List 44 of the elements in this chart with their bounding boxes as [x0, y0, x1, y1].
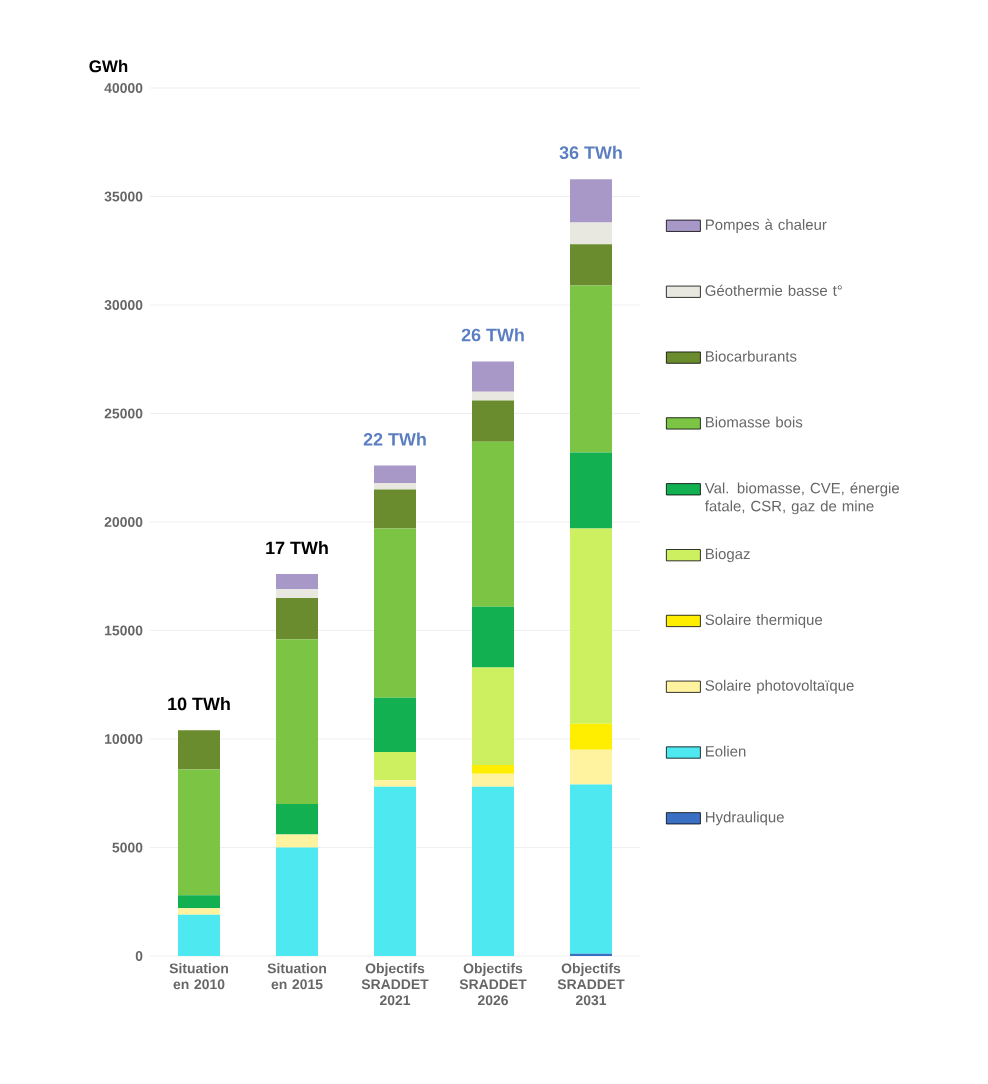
bar — [472, 786, 515, 956]
annotation: 17 TWh — [266, 541, 328, 555]
bar — [178, 730, 220, 770]
annotation: 10 TWh — [168, 697, 230, 711]
annotation: 36 TWh — [559, 145, 622, 160]
bar — [276, 834, 318, 848]
bar — [472, 391, 515, 401]
bar — [276, 639, 318, 805]
bar — [276, 589, 318, 598]
bar — [570, 179, 613, 223]
bar — [570, 285, 613, 453]
y-axis-title: GWh — [89, 59, 128, 73]
bar — [178, 895, 220, 909]
bar — [178, 908, 220, 915]
bar — [570, 244, 613, 286]
bar — [472, 667, 515, 766]
bar — [570, 222, 613, 245]
bar — [570, 528, 613, 724]
bar — [374, 786, 416, 956]
bar — [570, 452, 613, 529]
bar — [472, 765, 515, 774]
bar — [570, 749, 613, 785]
bar — [374, 489, 416, 529]
bar — [374, 697, 416, 753]
bar — [472, 606, 515, 668]
bar — [374, 528, 416, 698]
bar — [276, 574, 318, 590]
bar — [472, 441, 515, 607]
bar — [472, 773, 515, 787]
bar — [374, 780, 416, 787]
bar — [178, 914, 220, 956]
bar — [178, 769, 220, 896]
bar — [374, 465, 416, 483]
bar — [276, 804, 318, 835]
annotation: 26 TWh — [461, 328, 524, 342]
bar — [570, 723, 613, 750]
bar — [472, 400, 515, 442]
bar — [276, 597, 318, 640]
annotation: 22 TWh — [363, 432, 426, 446]
bar — [570, 784, 613, 954]
bar — [374, 752, 416, 781]
bar — [472, 361, 515, 392]
bar — [276, 847, 318, 956]
bar — [374, 482, 416, 490]
